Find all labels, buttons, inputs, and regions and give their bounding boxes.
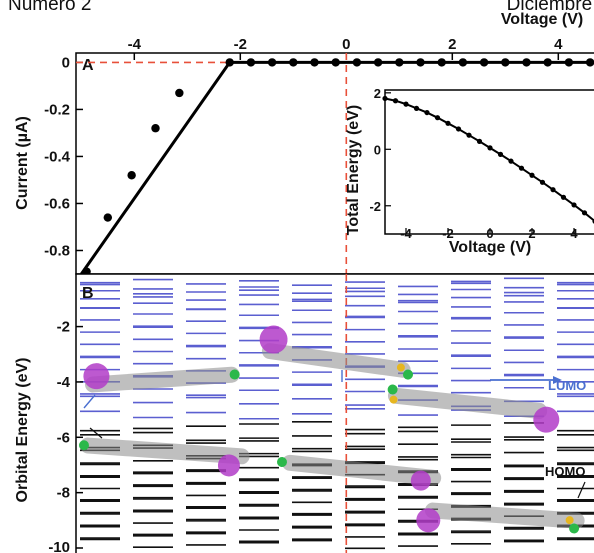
inset-y-tick-label: 2 bbox=[374, 86, 381, 101]
panel-b-y-tick-label: -4 bbox=[57, 374, 71, 391]
energy-point bbox=[424, 109, 430, 116]
energy-point bbox=[392, 98, 399, 104]
header-right: Diciembre 2 bbox=[506, 0, 594, 15]
y-tick-label: -0.6 bbox=[44, 195, 70, 212]
panel-a-y-axis-title: Current (µA) bbox=[14, 116, 31, 210]
inset-x-tick-label: -4 bbox=[400, 226, 412, 241]
energy-point bbox=[455, 126, 462, 132]
current-point bbox=[151, 124, 160, 133]
energy-point bbox=[518, 165, 525, 171]
inset-y-ticks: 2 0 -2 bbox=[369, 86, 391, 214]
energy-point bbox=[550, 187, 556, 193]
y-tick-label: -0.8 bbox=[44, 242, 70, 259]
panel-b-y-tick-label: -10 bbox=[48, 539, 70, 553]
lumo-arrowhead bbox=[553, 376, 562, 384]
x-tick-label: 0 bbox=[342, 36, 350, 53]
energy-point bbox=[497, 151, 504, 157]
energy-point bbox=[413, 105, 420, 111]
current-point bbox=[395, 58, 404, 67]
homo-label: HOMO bbox=[545, 464, 585, 479]
molecule-3 bbox=[387, 384, 560, 433]
panel-b-y-ticks: -2 -4 -6 -8 -10 bbox=[48, 319, 83, 553]
current-point bbox=[458, 58, 468, 67]
homo-arrow bbox=[577, 481, 586, 499]
inset-x-tick-label: 0 bbox=[486, 226, 493, 241]
panel-b-y-tick-label: -2 bbox=[57, 319, 70, 336]
energy-point bbox=[581, 210, 588, 216]
panel-b-y-axis-title: Orbital Energy (eV) bbox=[14, 358, 31, 503]
lumo-label: LUMO bbox=[548, 378, 586, 393]
energy-point bbox=[476, 138, 483, 144]
inset-y-tick-label: -2 bbox=[369, 199, 381, 214]
energy-point bbox=[445, 120, 451, 126]
current-point bbox=[373, 58, 383, 67]
current-point bbox=[564, 58, 574, 67]
energy-point bbox=[466, 132, 472, 138]
current-voltage-points bbox=[82, 58, 594, 276]
energy-point bbox=[508, 158, 514, 164]
current-point bbox=[543, 58, 552, 67]
x-tick-label: 4 bbox=[554, 36, 563, 53]
energy-point bbox=[529, 172, 535, 178]
y-tick-label: -0.2 bbox=[44, 101, 70, 118]
current-point bbox=[246, 58, 256, 67]
current-point bbox=[585, 58, 594, 67]
x-tick-label: -2 bbox=[234, 36, 247, 53]
current-point bbox=[437, 58, 446, 67]
current-point bbox=[331, 58, 340, 67]
energy-point bbox=[403, 101, 409, 107]
molecule-2 bbox=[259, 325, 414, 380]
current-point bbox=[289, 58, 298, 67]
inset-x-axis-title: Voltage (V) bbox=[449, 239, 531, 256]
inset-x-ticks: -4 -2 0 2 4 bbox=[400, 226, 578, 241]
panel-a-x-ticks: -4 -2 0 2 4 bbox=[128, 36, 563, 60]
molecule-5 bbox=[277, 454, 442, 491]
y-tick-label: 0 bbox=[62, 54, 70, 71]
current-point bbox=[225, 58, 234, 67]
panel-b-y-tick-label: -8 bbox=[57, 485, 70, 502]
x-tick-label: 2 bbox=[448, 36, 456, 53]
energy-point bbox=[571, 202, 577, 208]
current-point bbox=[127, 171, 136, 180]
current-point bbox=[522, 58, 531, 67]
molecule-1 bbox=[83, 363, 240, 393]
inset-y-axis-title: Total Energy (eV) bbox=[345, 105, 362, 235]
energy-point bbox=[487, 145, 493, 151]
x-tick-label: -4 bbox=[128, 36, 142, 53]
total-energy-points bbox=[382, 95, 594, 224]
current-point bbox=[103, 213, 113, 222]
header-left: Número 2 bbox=[8, 0, 92, 15]
inset-x-tick-label: 2 bbox=[528, 226, 535, 241]
current-point bbox=[501, 58, 510, 67]
inset-x-tick-label: -2 bbox=[442, 226, 454, 241]
current-point bbox=[416, 58, 425, 67]
panel-a-y-ticks: 0 -0.2 -0.4 -0.6 -0.8 bbox=[44, 54, 83, 259]
total-energy-inset: -4 -2 0 2 4 2 0 -2 Voltage (V) Total Energy (e… bbox=[345, 86, 594, 256]
panel-b: B -2 -4 -6 -8 -10 Orbital Energy (eV) bbox=[14, 273, 594, 553]
panel-a-label: A bbox=[82, 57, 94, 74]
inset-x-tick-label: 4 bbox=[570, 226, 578, 241]
x-axis-title: Voltage (V) bbox=[501, 11, 583, 28]
current-point bbox=[267, 58, 277, 67]
energy-point bbox=[560, 194, 567, 200]
y-tick-label: -0.4 bbox=[44, 148, 71, 165]
molecule-illustrations bbox=[78, 325, 585, 534]
energy-point bbox=[382, 95, 388, 102]
panel-b-y-tick-label: -6 bbox=[57, 429, 70, 446]
current-point bbox=[175, 88, 184, 98]
molecule-4 bbox=[78, 437, 250, 477]
level-arrow-1 bbox=[83, 394, 96, 409]
inset-y-tick-label: 0 bbox=[374, 142, 381, 157]
inset-frame bbox=[384, 89, 594, 235]
current-point bbox=[352, 58, 362, 67]
current-point bbox=[310, 58, 319, 67]
energy-point bbox=[434, 115, 441, 121]
panel-b-label: B bbox=[82, 285, 94, 302]
current-point bbox=[479, 58, 489, 67]
level-arrow-3 bbox=[89, 427, 103, 439]
energy-point bbox=[539, 179, 546, 185]
molecule-6 bbox=[416, 502, 585, 534]
